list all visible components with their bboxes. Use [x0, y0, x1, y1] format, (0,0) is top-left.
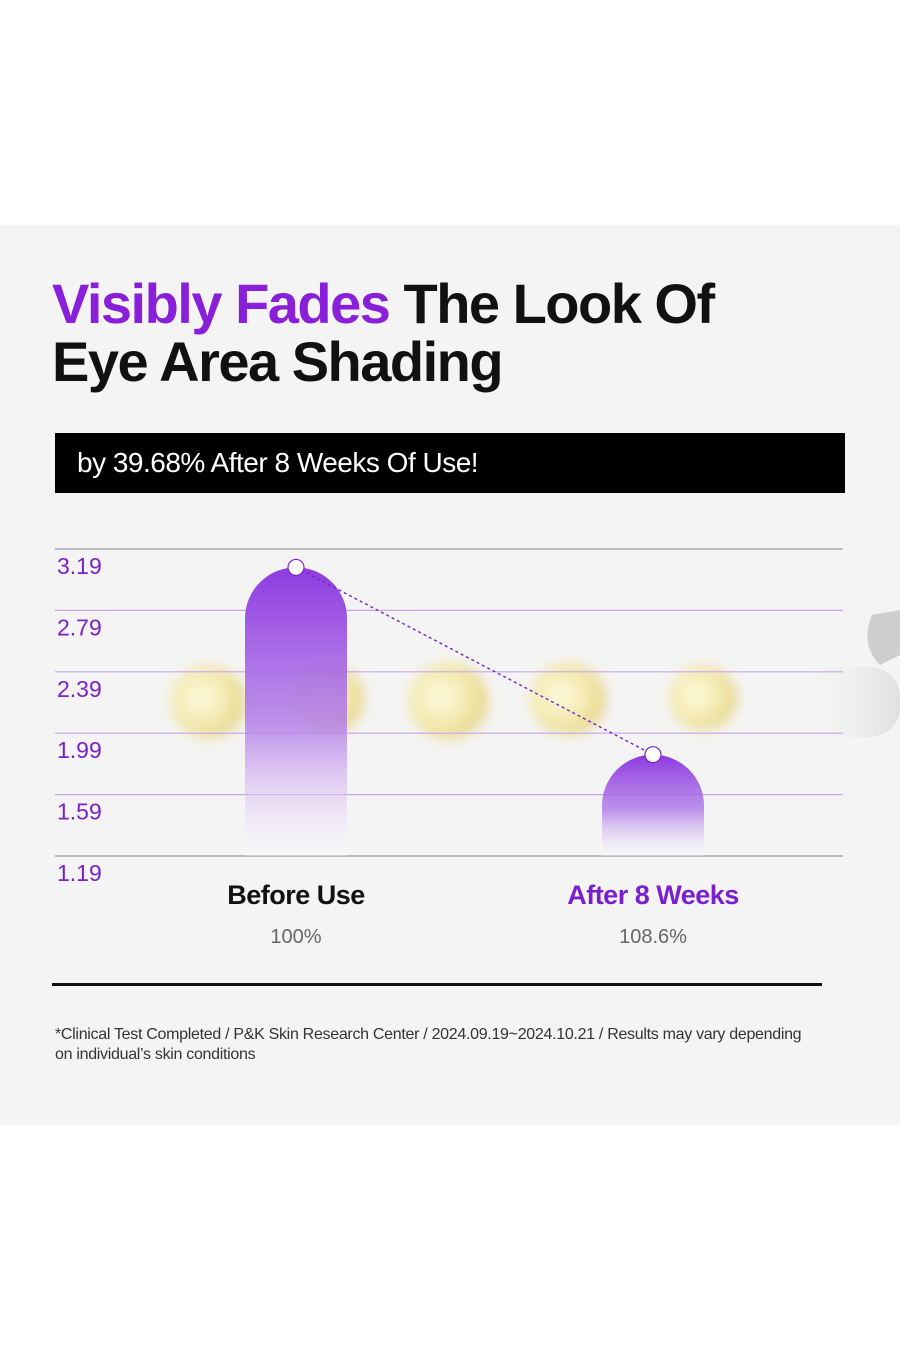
bar-after-8-weeks	[602, 754, 704, 856]
y-tick-label: 1.99	[57, 737, 102, 763]
headline-rest: The Look Of	[403, 272, 715, 335]
category-label-after-8-weeks: After 8 Weeks	[567, 880, 739, 910]
divider-rule	[52, 983, 822, 986]
result-banner: by 39.68% After 8 Weeks Of Use!	[55, 433, 845, 493]
y-tick-label: 2.79	[57, 614, 102, 640]
headline: Visibly Fades The Look Of Eye Area Shadi…	[52, 272, 715, 393]
footnote-line2: on individual’s skin conditions	[55, 1046, 256, 1063]
category-label-before-use: Before Use	[227, 880, 365, 910]
trend-connector	[295, 566, 654, 756]
applicator-tip-icon	[800, 610, 900, 737]
y-tick-label: 2.39	[57, 676, 102, 702]
headline-accent: Visibly Fades	[52, 272, 391, 335]
y-tick-label: 3.19	[57, 553, 102, 579]
result-banner-text: by 39.68% After 8 Weeks Of Use!	[77, 447, 479, 478]
y-tick-label: 1.59	[57, 799, 102, 825]
headline-line2: Eye Area Shading	[52, 330, 504, 393]
point-marker	[644, 746, 662, 764]
value-label-after-8-weeks: 108.6%	[619, 926, 687, 948]
product-info-panel: Visibly Fades The Look Of Eye Area Shadi…	[0, 225, 900, 1125]
point-marker	[287, 558, 305, 577]
clinical-footnote: *Clinical Test Completed / P&K Skin Rese…	[55, 1025, 835, 1065]
bar-before-use	[245, 567, 347, 856]
shading-chart: 3.19 2.79 2.39 1.99 1.59 1.19	[55, 548, 900, 886]
y-tick-label: 1.19	[57, 860, 102, 886]
footnote-line1: *Clinical Test Completed / P&K Skin Rese…	[55, 1026, 802, 1043]
value-label-before-use: 100%	[270, 926, 322, 948]
